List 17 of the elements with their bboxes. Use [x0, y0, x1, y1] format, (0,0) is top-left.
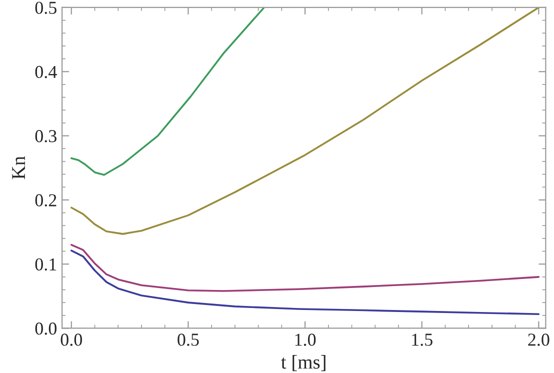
line-series: [70, 7, 266, 176]
x-tick-label: 0.5: [178, 334, 199, 346]
line-series: [70, 7, 540, 235]
line-series: [70, 244, 540, 292]
y-axis-title: Kn: [12, 156, 25, 180]
y-tick-label: 0.2: [35, 194, 56, 206]
y-tick-label: 0.3: [35, 130, 56, 142]
y-tick-label: 0.5: [35, 2, 56, 14]
x-tick-label: 1.0: [295, 334, 316, 346]
y-tick-label: 0.4: [35, 66, 57, 78]
y-tick-label: 0.1: [35, 258, 56, 271]
x-axis-title: t [ms]: [281, 355, 326, 372]
y-tick-label: 0.0: [35, 322, 56, 335]
x-tick-label: 1.5: [412, 334, 432, 346]
x-tick-label: 0.0: [60, 334, 82, 346]
x-tick-label: 2.0: [528, 334, 550, 346]
line-series: [70, 250, 540, 316]
